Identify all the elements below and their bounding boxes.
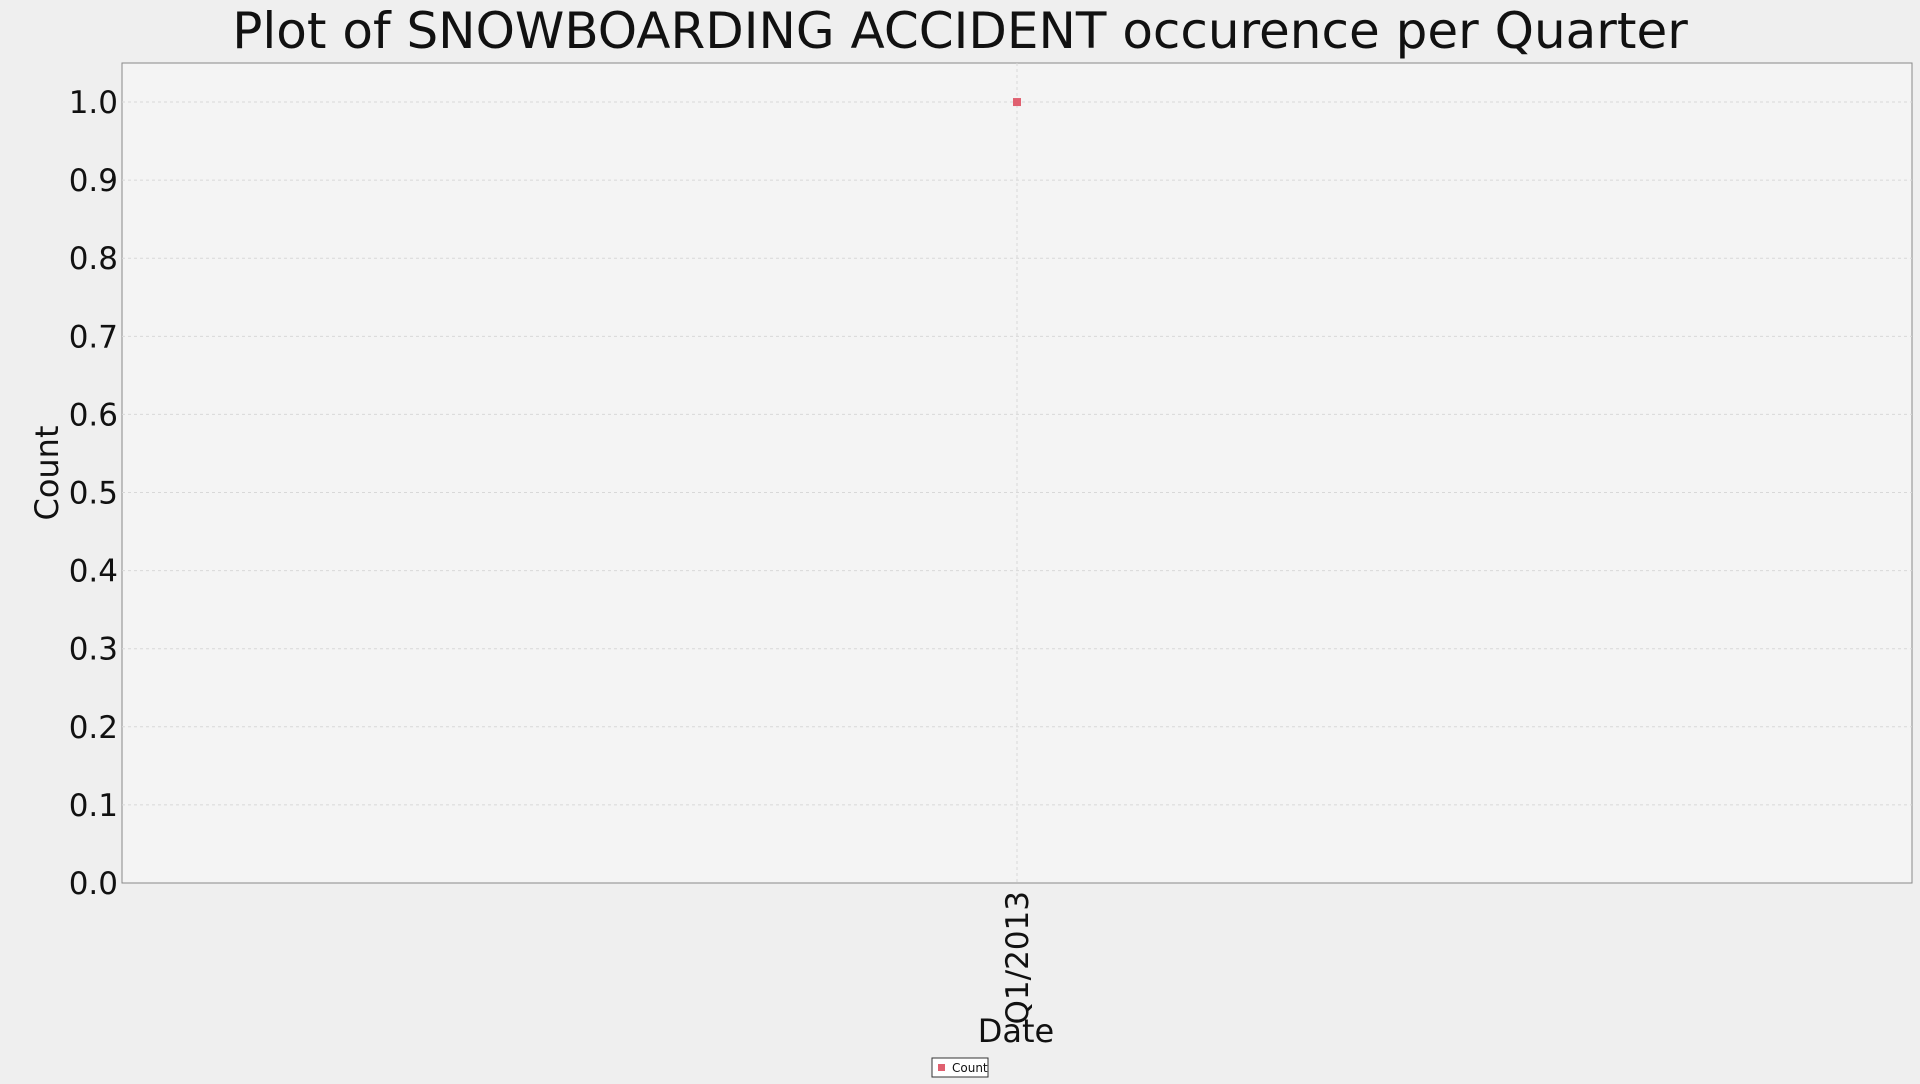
y-tick-label: 0.6 <box>69 397 118 433</box>
y-tick-label: 0.5 <box>69 476 118 512</box>
y-tick-label: 0.8 <box>69 241 118 277</box>
legend-marker <box>938 1064 945 1071</box>
data-points <box>1013 98 1021 107</box>
y-tick-labels: 0.0 0.1 0.2 0.3 0.4 0.5 0.6 0.7 0.8 0.9 1.0 <box>69 85 118 902</box>
x-tick-labels: Q1/2013 <box>1000 891 1036 1024</box>
data-point <box>1013 98 1021 107</box>
y-tick-label: 0.1 <box>69 788 118 824</box>
y-tick-label: 0.0 <box>69 866 118 902</box>
y-tick-label: 0.4 <box>69 554 118 590</box>
x-axis-label: Date <box>978 1012 1054 1050</box>
chart-title: Plot of SNOWBOARDING ACCIDENT occurence … <box>232 2 1688 60</box>
y-tick-label: 0.3 <box>69 632 118 668</box>
legend-box <box>931 1057 989 1078</box>
y-tick-label: 0.7 <box>69 319 118 355</box>
y-tick-label: 1.0 <box>69 85 118 121</box>
y-axis-label: Count <box>28 425 66 520</box>
y-tick-label: 0.2 <box>69 710 118 746</box>
legend: Count <box>931 1057 989 1078</box>
y-tick-label: 0.9 <box>69 163 118 199</box>
legend-label: Count <box>952 1061 988 1075</box>
x-tick-label: Q1/2013 <box>1000 891 1036 1024</box>
grid-layer <box>122 63 1912 883</box>
